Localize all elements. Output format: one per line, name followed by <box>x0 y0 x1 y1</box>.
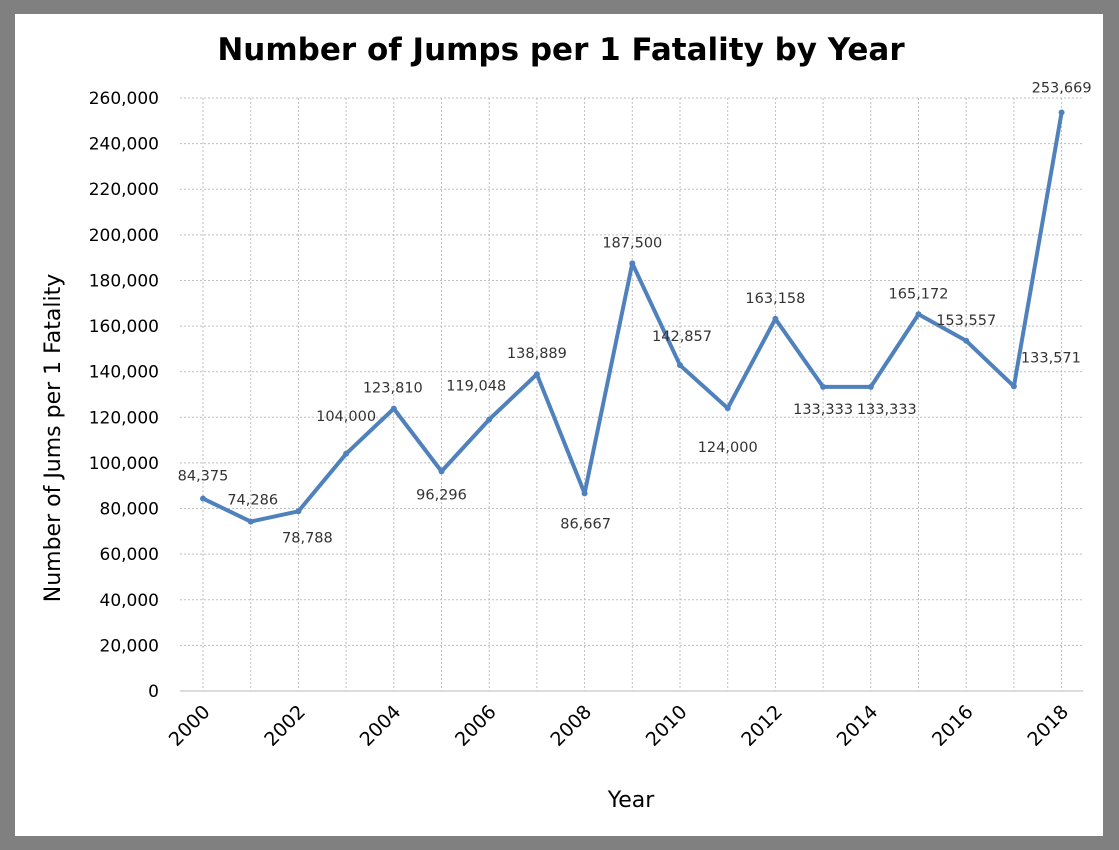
data-point <box>963 337 970 344</box>
data-point <box>581 490 588 497</box>
y-tick-label: 220,000 <box>89 180 159 200</box>
x-tick-label: 2018 <box>1023 701 1073 751</box>
data-label: 123,810 <box>363 381 423 397</box>
data-label: 133,333 <box>793 402 853 418</box>
data-label: 133,333 <box>857 402 917 418</box>
data-point <box>1058 109 1065 116</box>
x-tick-label: 2014 <box>833 701 883 751</box>
data-point <box>438 468 445 475</box>
series-layer <box>200 109 1065 525</box>
x-tick-label: 2016 <box>928 701 978 751</box>
data-point <box>772 315 779 322</box>
data-label: 124,000 <box>698 440 758 456</box>
y-tick-label: 200,000 <box>89 226 159 246</box>
x-tick-label: 2004 <box>356 701 406 751</box>
data-point <box>343 450 350 457</box>
data-point <box>247 518 254 525</box>
x-tick-label: 2012 <box>737 701 787 751</box>
data-point <box>867 383 874 390</box>
data-point <box>724 405 731 412</box>
y-axis-label: Number of Jums per 1 Fatality <box>41 274 66 603</box>
y-tick-label: 60,000 <box>100 545 159 565</box>
axes: 0 20,000 40,000 60,000 80,000 100,000 120,000 1… <box>89 89 1083 751</box>
data-label: 165,172 <box>889 286 949 302</box>
data-point <box>915 311 922 318</box>
data-point <box>677 362 683 369</box>
y-tick-label: 40,000 <box>100 591 159 611</box>
data-label: 187,500 <box>602 235 662 251</box>
y-tick-label: 100,000 <box>89 454 159 474</box>
data-point <box>200 495 206 502</box>
data-label: 253,669 <box>1032 80 1092 96</box>
y-tick-label: 180,000 <box>89 271 159 291</box>
x-tick-label: 2008 <box>546 701 596 751</box>
data-point <box>486 416 493 423</box>
data-label: 142,857 <box>652 329 712 345</box>
x-tick-label: 2000 <box>165 701 215 751</box>
data-label: 163,158 <box>745 291 805 307</box>
x-tick-label: 2002 <box>260 701 310 751</box>
data-label: 119,048 <box>446 378 506 394</box>
y-tick-label: 160,000 <box>89 317 159 337</box>
chart-title: Number of Jumps per 1 Fatality by Year <box>217 32 905 68</box>
y-tick-label: 120,000 <box>89 408 159 428</box>
y-tick-label: 140,000 <box>89 363 159 383</box>
grid-lines <box>180 97 1083 691</box>
x-tick-label: 2010 <box>642 701 692 751</box>
data-label: 96,296 <box>416 487 467 503</box>
x-axis-label: Year <box>607 788 656 813</box>
data-point <box>629 260 636 267</box>
data-point <box>1010 383 1017 390</box>
data-label: 138,889 <box>507 346 567 362</box>
data-point <box>820 383 827 390</box>
data-label: 86,667 <box>560 516 611 532</box>
y-tick-label: 260,000 <box>89 89 159 109</box>
data-labels: 84,375 74,286 78,788 104,000 123,810 96,296 11… <box>178 80 1092 546</box>
y-tick-label: 80,000 <box>100 500 159 520</box>
series-line <box>201 110 1064 524</box>
data-label: 133,571 <box>1021 350 1081 366</box>
data-point <box>390 405 397 412</box>
data-label: 74,286 <box>227 493 278 509</box>
data-label: 78,788 <box>282 530 333 546</box>
line-chart: Number of Jumps per 1 Fatality by Year 0… <box>41 32 1092 813</box>
data-point <box>533 371 540 378</box>
data-label: 84,375 <box>178 469 229 485</box>
data-point <box>295 508 302 515</box>
y-tick-label: 20,000 <box>100 636 159 656</box>
data-label: 153,557 <box>936 313 996 329</box>
y-tick-label: 0 <box>148 682 159 702</box>
data-label: 104,000 <box>316 409 376 425</box>
chart-frame: Number of Jumps per 1 Fatality by Year 0… <box>15 14 1103 836</box>
x-tick-label: 2006 <box>451 701 501 751</box>
y-tick-label: 240,000 <box>89 135 159 155</box>
